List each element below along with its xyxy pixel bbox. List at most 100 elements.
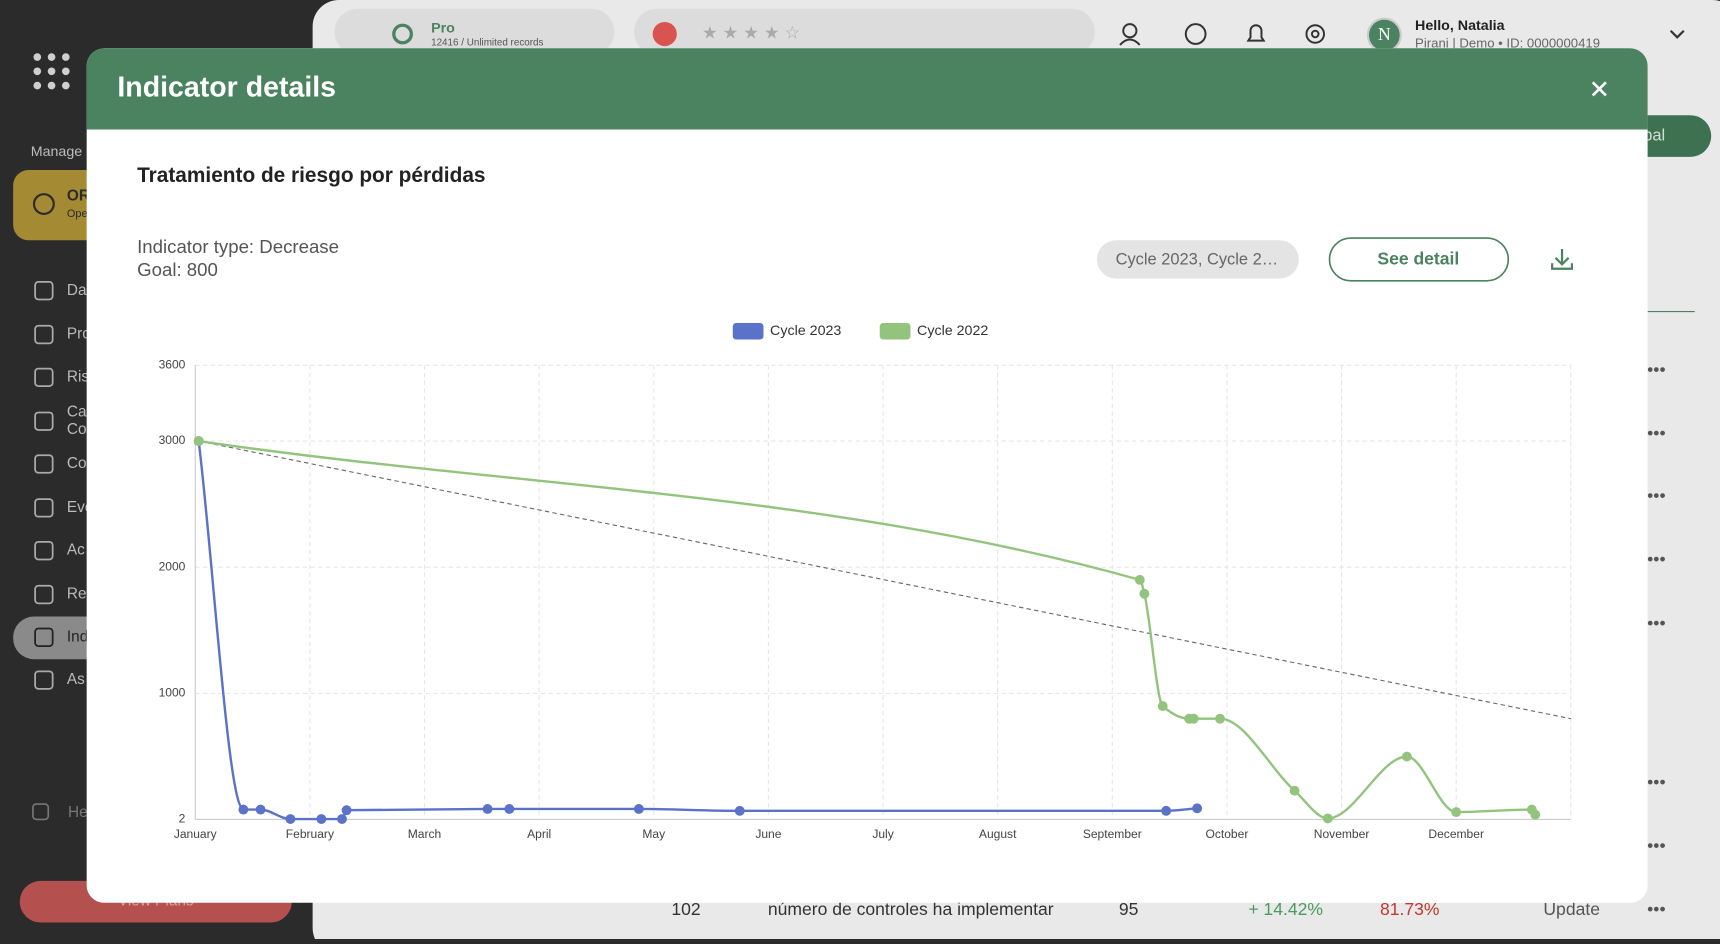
g-icon (652, 21, 677, 47)
sidebar-item[interactable]: Ind (67, 628, 88, 645)
data-point (1401, 751, 1412, 762)
data-point (316, 814, 327, 824)
data-point (1215, 713, 1225, 724)
data-point (1192, 803, 1203, 814)
sidebar-item[interactable]: Pro (67, 326, 91, 343)
table-row: 102 número de controles ha implementar 9… (671, 899, 1600, 919)
sidebar-icon (34, 367, 54, 388)
data-point (1530, 809, 1541, 820)
sidebar-item[interactable]: Ca (67, 404, 87, 421)
svg-text:•••: ••• (1647, 359, 1665, 379)
x-tick-label: April (527, 827, 551, 841)
data-point (482, 804, 493, 814)
help-icon (32, 803, 50, 821)
data-point (238, 804, 249, 815)
sidebar-item[interactable]: Ac (67, 542, 85, 559)
avatar-initial: N (1378, 24, 1391, 44)
modal-header (86, 48, 1648, 130)
indicator-goal: Goal: 800 (137, 259, 218, 280)
sidebar-item[interactable]: Da (67, 282, 87, 299)
sidebar-icon (34, 584, 54, 605)
download-button[interactable] (1551, 249, 1574, 270)
legend-swatch[interactable] (879, 323, 911, 340)
sidebar-icon (34, 498, 54, 518)
top-icons (1119, 23, 1325, 46)
y-tick-label: 2000 (159, 559, 186, 573)
plan-records: 12416 / Unlimited records (431, 37, 543, 48)
sidebar-item[interactable]: Co (67, 421, 87, 438)
module-name: OR (67, 187, 90, 204)
cycle-filter-label: Cycle 2023, Cycle 2… (1116, 250, 1279, 268)
svg-text:•••: ••• (1647, 549, 1665, 569)
y-tick-label: 1000 (159, 686, 186, 700)
account-chevron[interactable] (1669, 29, 1685, 39)
x-tick-label: July (872, 827, 893, 841)
data-point (341, 805, 352, 816)
chart: 2 1000 2000 3000 3600 January February March Apr… (159, 323, 1572, 841)
legend-swatch[interactable] (732, 323, 764, 340)
rating-pill (634, 8, 1095, 55)
row-menus[interactable]: ••• ••• ••• ••• ••• ••• ••• ••• (1647, 359, 1665, 919)
update-link[interactable]: Update (1543, 899, 1600, 919)
see-detail-button[interactable] (1328, 237, 1510, 282)
cell: 81.73% (1380, 899, 1440, 919)
data-point (1134, 574, 1145, 585)
data-point (633, 804, 644, 814)
data-point (255, 804, 266, 815)
sidebar-icon (34, 627, 54, 647)
sidebar-item[interactable]: Co (67, 455, 87, 472)
x-tick-label: January (174, 827, 217, 841)
data-point (504, 804, 515, 814)
cycle-filter[interactable] (1096, 240, 1299, 279)
sidebar-icon (34, 411, 54, 431)
x-tick-label: December (1428, 827, 1484, 841)
help-link[interactable]: He (68, 804, 88, 821)
y-tick-label: 3000 (159, 433, 186, 447)
data-point (285, 814, 296, 824)
y-tick-label: 3600 (159, 357, 186, 371)
x-tick-label: March (408, 827, 441, 841)
sidebar-section: Manage (31, 144, 83, 160)
data-point (337, 814, 347, 824)
primary-button-label: bal (1643, 126, 1665, 144)
modal-title: Indicator details (117, 71, 336, 103)
sidebar-icon (34, 670, 54, 690)
data-point (734, 805, 745, 816)
svg-text:•••: ••• (1647, 423, 1665, 443)
sidebar-item[interactable]: As (67, 671, 85, 688)
svg-text:•••: ••• (1647, 772, 1665, 792)
module-icon (32, 193, 55, 216)
x-tick-label: September (1083, 827, 1142, 841)
cell: + 14.42% (1248, 899, 1323, 919)
data-point (1157, 701, 1168, 712)
stars[interactable]: ★ ★ ★ ★ ☆ (702, 23, 800, 43)
x-tick-label: November (1314, 827, 1370, 841)
series-line (197, 440, 1198, 821)
close-button[interactable] (1591, 81, 1607, 97)
sidebar-item[interactable]: Re (67, 586, 87, 603)
sidebar-item[interactable]: Ris (67, 368, 89, 385)
trend-line (198, 440, 1571, 720)
see-detail-label: See detail (1377, 249, 1459, 269)
module-sub: Ope (67, 208, 88, 220)
sidebar-icon (34, 281, 54, 301)
svg-text:•••: ••• (1647, 899, 1665, 919)
data-point (1139, 588, 1150, 599)
greeting: Hello, Natalia (1415, 18, 1506, 34)
app-grid-icon (33, 53, 70, 90)
data-point (1161, 805, 1172, 816)
plan-name: Pro (431, 20, 455, 36)
indicator-type: Indicator type: Decrease (137, 236, 339, 257)
data-point (1188, 713, 1199, 724)
data-point (193, 436, 204, 446)
cell: 102 (671, 899, 700, 919)
x-tick-label: October (1205, 827, 1248, 841)
data-point (1289, 785, 1300, 796)
x-tick-label: June (755, 827, 781, 841)
legend-label[interactable]: Cycle 2022 (917, 323, 988, 339)
legend-label[interactable]: Cycle 2023 (770, 323, 841, 339)
x-tick-label: August (979, 827, 1017, 841)
sidebar-icon (34, 541, 54, 561)
